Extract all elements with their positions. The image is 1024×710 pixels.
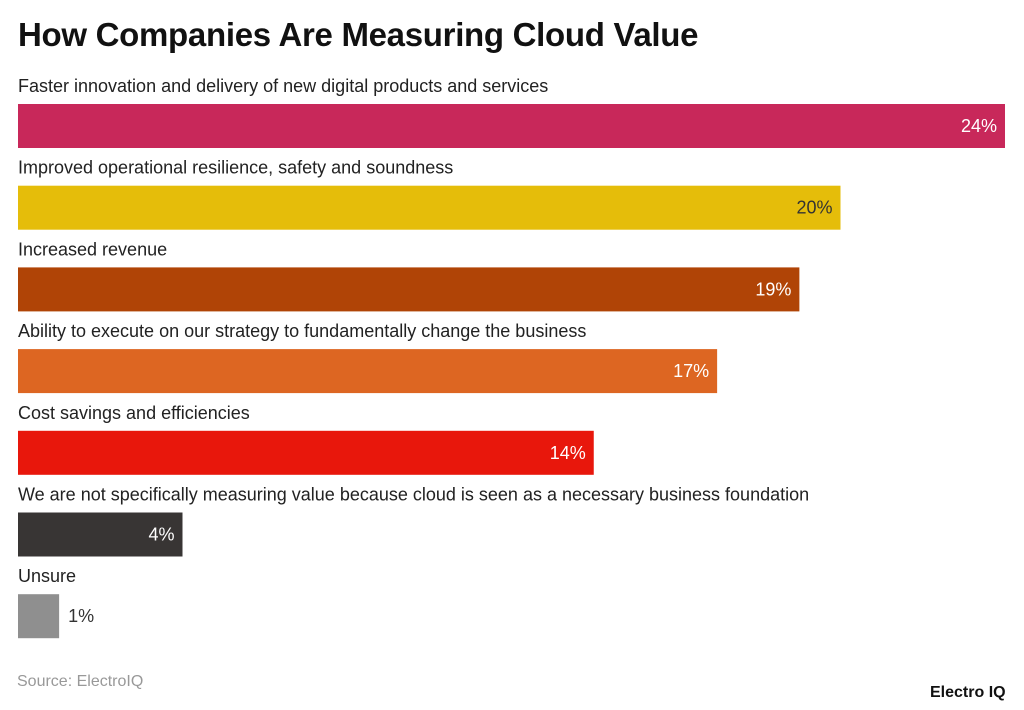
category-label: Unsure bbox=[18, 566, 76, 586]
bar bbox=[18, 512, 183, 557]
source-note: Source: ElectroIQ bbox=[17, 673, 144, 690]
category-label: Faster innovation and delivery of new di… bbox=[18, 76, 548, 96]
category-label: We are not specifically measuring value … bbox=[18, 485, 809, 505]
data-label: 1% bbox=[68, 606, 94, 626]
bar bbox=[18, 267, 800, 312]
data-label: 20% bbox=[796, 198, 832, 218]
logo: Electro IQ bbox=[930, 684, 1006, 701]
category-label: Ability to execute on our strategy to fu… bbox=[18, 321, 586, 341]
category-label: Increased revenue bbox=[18, 239, 167, 259]
bar bbox=[18, 104, 1005, 148]
category-label: Cost savings and efficiencies bbox=[18, 403, 250, 423]
bar bbox=[18, 185, 841, 230]
bar bbox=[18, 594, 60, 639]
category-label: Improved operational resilience, safety … bbox=[18, 158, 453, 178]
data-label: 14% bbox=[550, 443, 586, 463]
data-label: 24% bbox=[961, 116, 997, 136]
bar bbox=[18, 430, 594, 475]
chart-title: How Companies Are Measuring Cloud Value bbox=[18, 16, 699, 53]
data-label: 17% bbox=[673, 361, 709, 381]
data-label: 19% bbox=[755, 279, 791, 299]
bar bbox=[18, 349, 718, 394]
data-label: 4% bbox=[148, 525, 174, 545]
